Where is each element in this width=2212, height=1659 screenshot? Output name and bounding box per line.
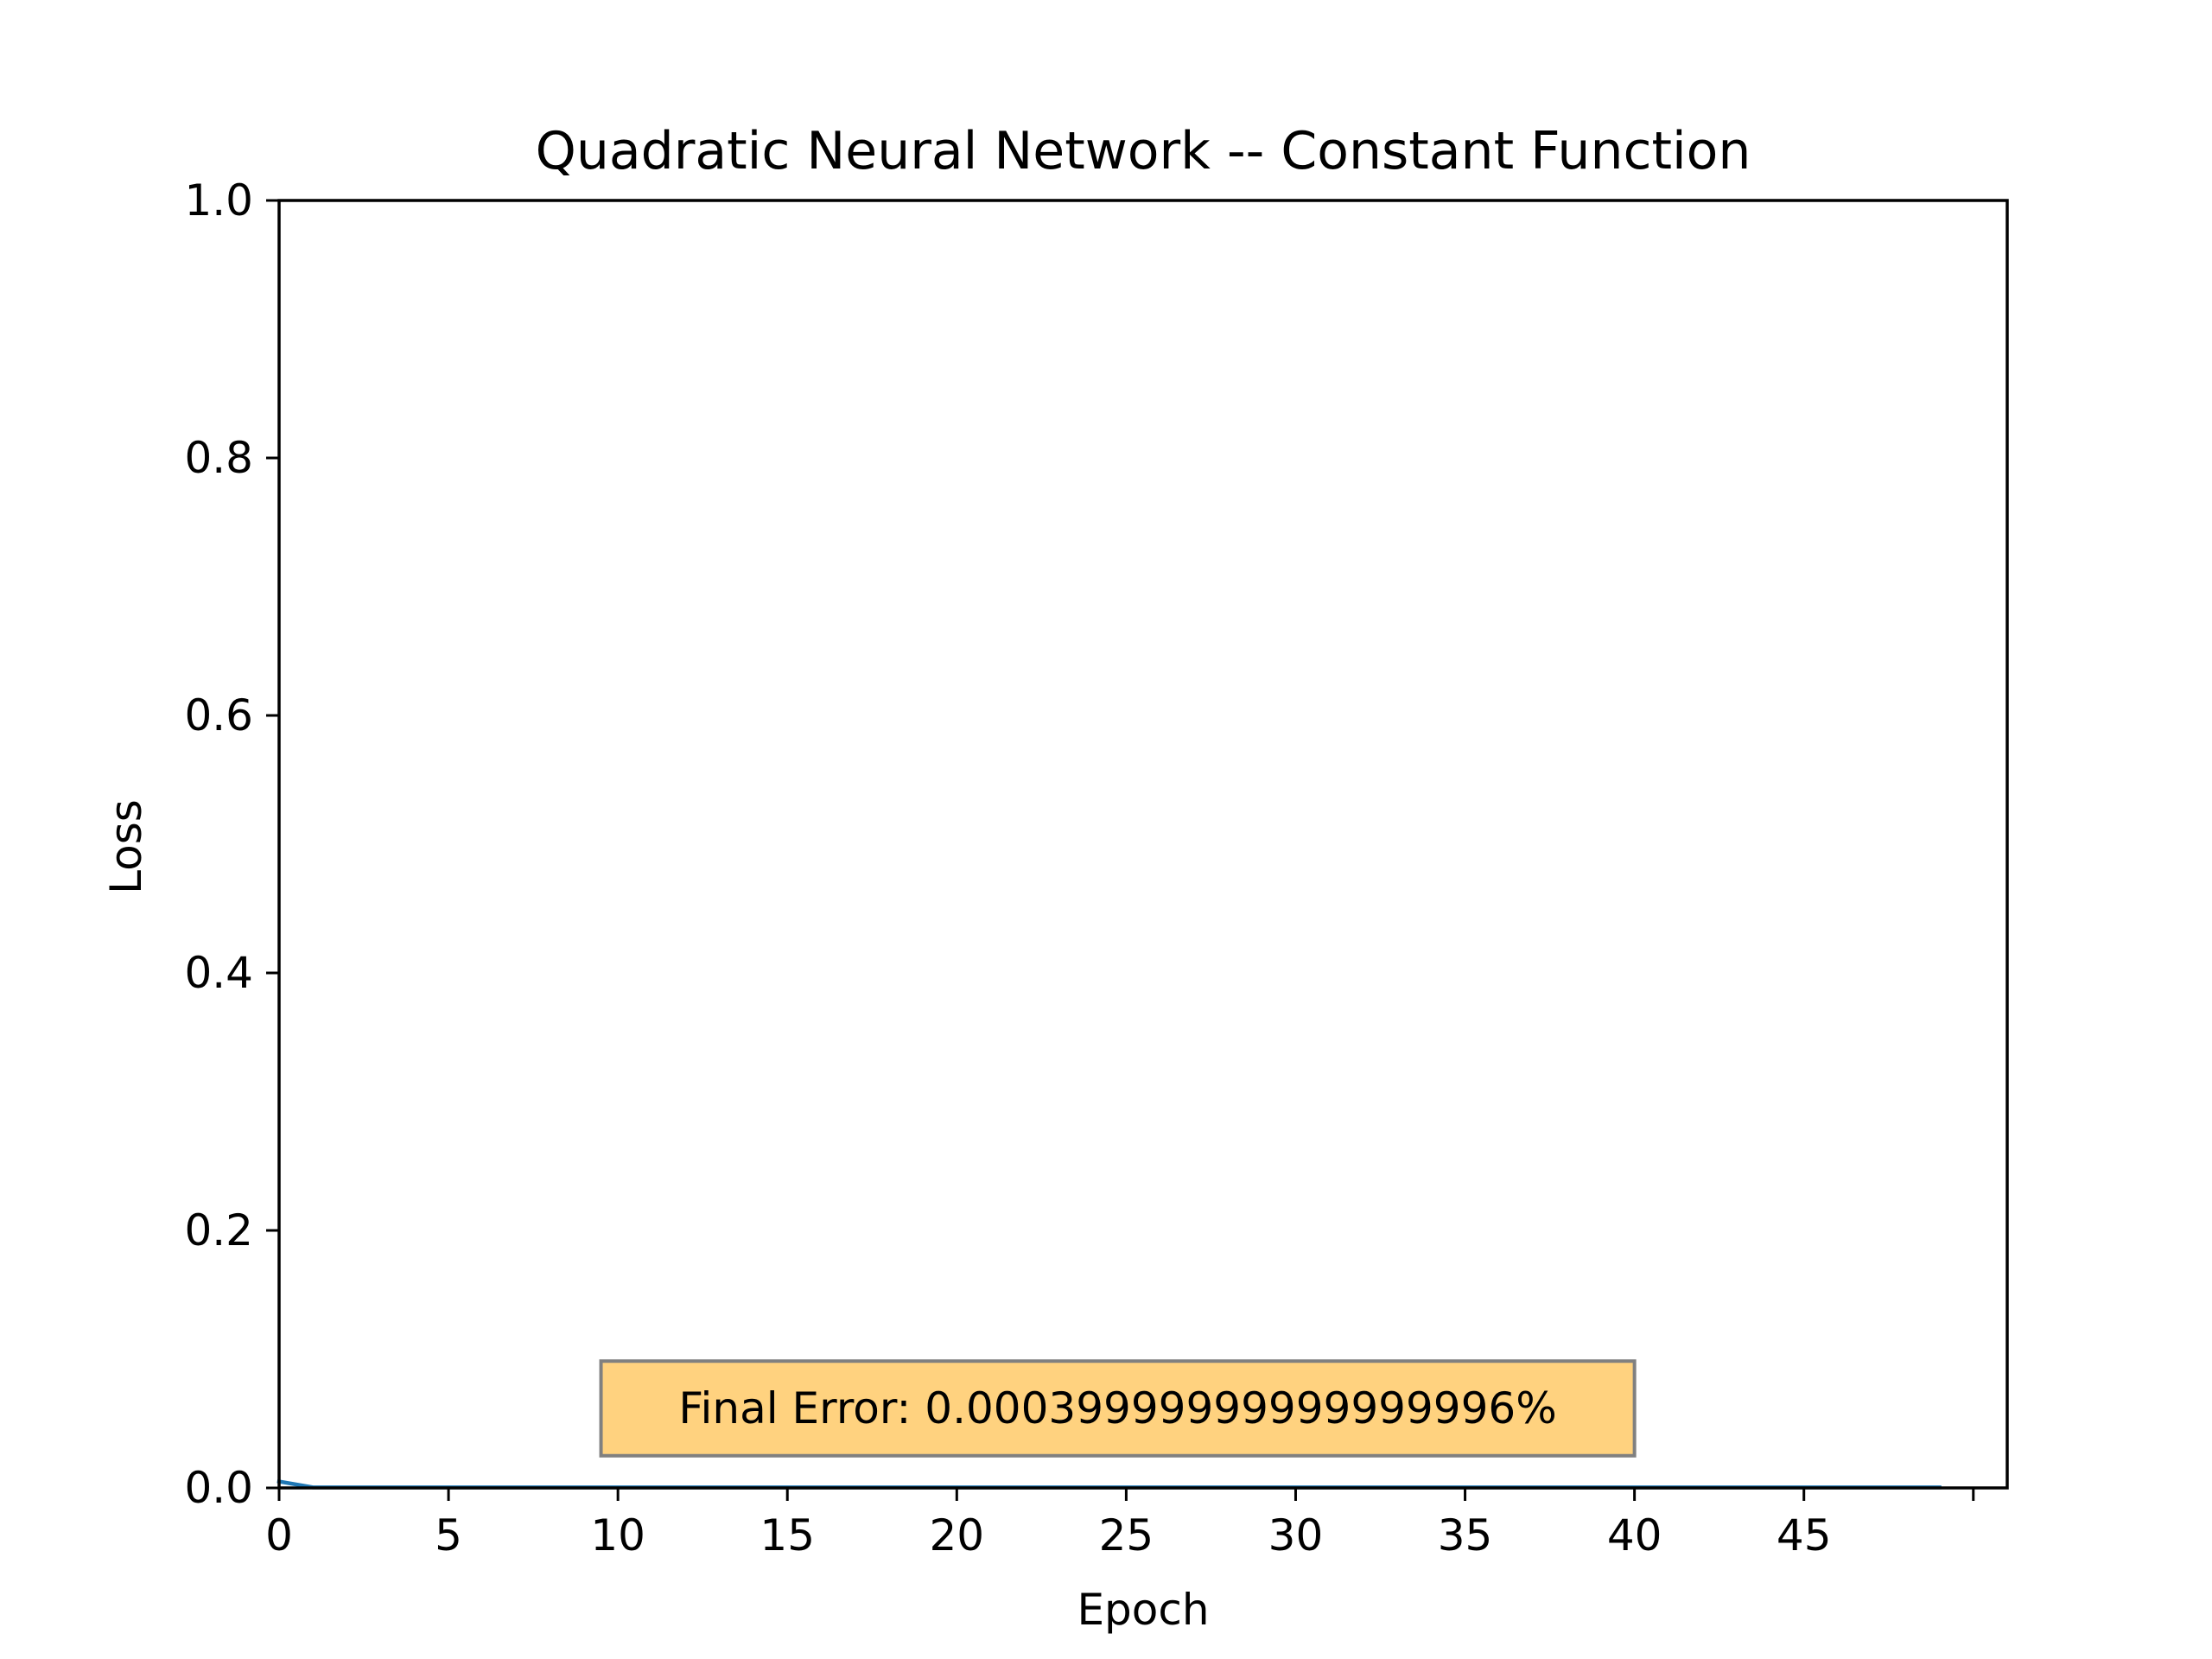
chart-title: Quadratic Neural Network -- Constant Fun… [536,121,1751,181]
x-tick-label: 40 [1607,1510,1662,1560]
y-tick-label: 0.0 [184,1463,253,1513]
y-tick-label: 0.6 [184,690,253,741]
y-axis-label: Loss [101,799,151,894]
annotation-box [599,1359,1637,1458]
x-tick-label: 45 [1777,1510,1832,1560]
x-tick-label: 20 [930,1510,985,1560]
y-tick-label: 0.2 [184,1205,253,1255]
x-tick-label: 0 [265,1510,293,1560]
x-tick-label: 35 [1438,1510,1493,1560]
x-tick-label: 15 [760,1510,815,1560]
y-tick-label: 0.4 [184,948,253,998]
x-axis-label: Epoch [1077,1585,1209,1635]
plot-area: Final Error: 0.00039999999999999996% 0 5 10… [184,175,2009,1560]
y-tick-label: 0.8 [184,433,253,483]
x-tick-label: 25 [1099,1510,1154,1560]
x-tick-label: 5 [435,1510,462,1560]
annotation-text: Final Error: 0.00039999999999999996% [678,1383,1556,1433]
y-tick-label: 1.0 [184,175,253,226]
x-tick-label: 10 [590,1510,645,1560]
x-tick-label: 30 [1268,1510,1324,1560]
axes-frame [277,199,2009,1490]
